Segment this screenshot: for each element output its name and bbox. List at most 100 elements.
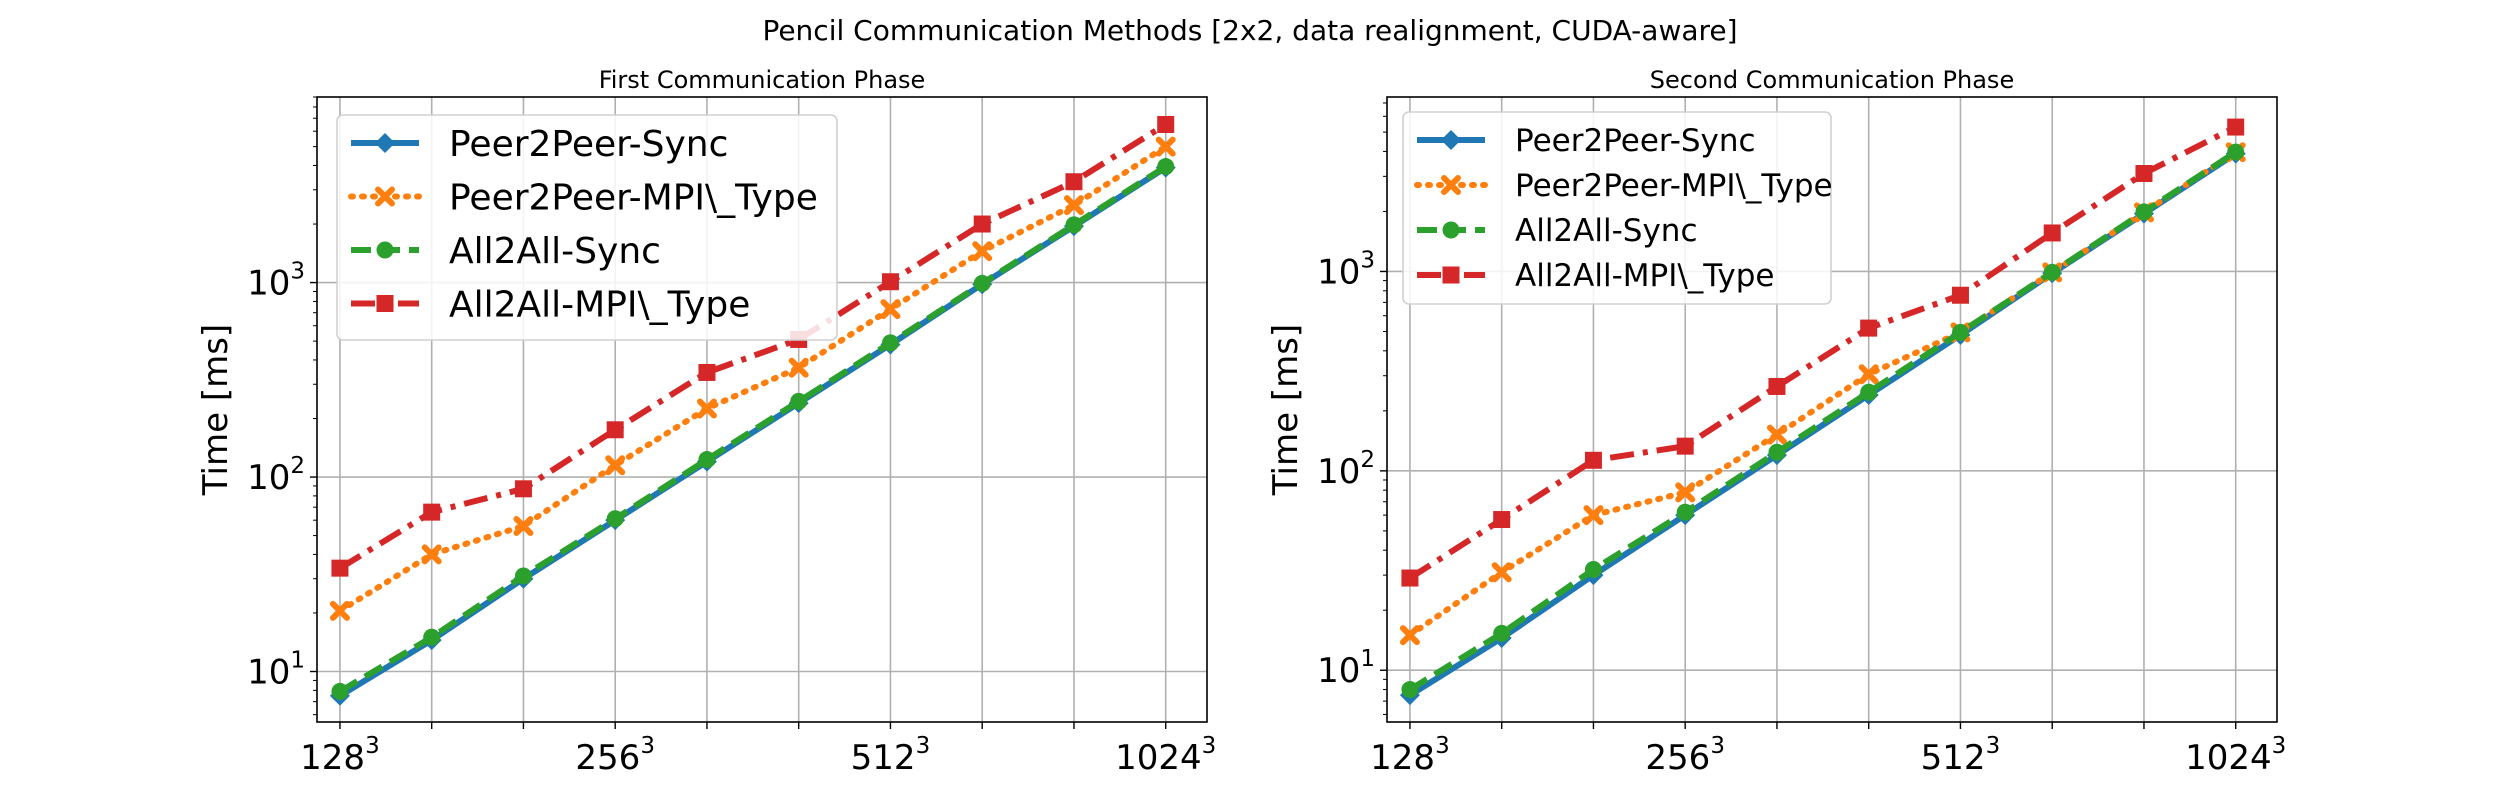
marker-circle	[331, 682, 349, 700]
marker-x	[1399, 625, 1420, 646]
marker-circle	[514, 567, 532, 585]
marker-x	[880, 299, 901, 320]
charts: First Communication Phase 1283 2563 5123 102…	[196, 66, 2286, 778]
marker-square	[331, 559, 349, 577]
y-axis-label: Time [ms]	[196, 324, 236, 496]
marker-circle	[423, 628, 441, 646]
series-line	[338, 121, 1168, 571]
y-axis-label: Time [ms]	[1266, 324, 1306, 496]
marker-circle	[1157, 158, 1175, 176]
marker-square	[514, 480, 532, 498]
marker-circle	[376, 241, 394, 259]
series-line	[1406, 149, 2239, 639]
marker-diamond	[1441, 130, 1461, 150]
marker-x	[1441, 175, 1461, 195]
legend-label: All2All-Sync	[1515, 213, 1698, 249]
marker-square	[2043, 224, 2061, 242]
axes-frame	[316, 96, 1208, 723]
marker-square	[1442, 266, 1460, 284]
marker-x	[513, 516, 534, 537]
series-3	[331, 158, 1175, 700]
marker-circle	[1951, 323, 1969, 341]
marker-circle	[1401, 681, 1419, 699]
x-tick-label: 5123	[851, 733, 931, 778]
series-line	[1408, 149, 2238, 693]
legend-label: All2All-MPI\_Type	[449, 284, 750, 325]
chart-panel-1: First Communication Phase 1283 2563 5123 102…	[196, 66, 1216, 778]
marker-x	[1491, 562, 1512, 583]
x-tick-label: 5123	[1921, 733, 2001, 778]
marker-x	[329, 600, 350, 621]
marker-circle	[790, 392, 808, 410]
chart-subtitle: First Communication Phase	[599, 66, 926, 94]
marker-circle	[1442, 221, 1460, 239]
series-4	[1401, 118, 2245, 587]
marker-circle	[698, 451, 716, 469]
series-3	[1401, 143, 2245, 699]
marker-circle	[1860, 383, 1878, 401]
chart-subtitle: Second Communication Phase	[1650, 66, 2014, 94]
marker-circle	[2135, 203, 2153, 221]
marker-square	[423, 503, 441, 521]
marker-circle	[1768, 443, 1786, 461]
legend-label: All2All-MPI\_Type	[1515, 258, 1775, 294]
marker-x	[972, 241, 993, 262]
marker-square	[376, 295, 394, 312]
y-tick-label: 101	[247, 648, 305, 693]
marker-diamond	[375, 133, 395, 153]
marker-x	[1583, 505, 1604, 526]
legend: Peer2Peer-Sync Peer2Peer-MPI\_Type All2All…	[1402, 111, 1833, 305]
legend-label: Peer2Peer-Sync	[449, 124, 728, 165]
marker-square	[1584, 451, 1602, 469]
series-line	[338, 164, 1168, 695]
marker-square	[1860, 319, 1878, 337]
marker-square	[1493, 511, 1511, 529]
marker-square	[1401, 569, 1419, 587]
marker-x	[421, 544, 442, 565]
marker-x	[605, 455, 626, 476]
marker-square	[973, 215, 991, 233]
marker-circle	[2043, 263, 2061, 281]
y-tick-label: 103	[1317, 247, 1375, 292]
marker-square	[698, 363, 716, 381]
marker-circle	[2227, 143, 2245, 161]
series-line	[336, 143, 1169, 614]
marker-square	[1768, 377, 1786, 395]
series-4	[331, 115, 1175, 577]
marker-square	[881, 273, 899, 291]
chart-panel-2: Second Communication Phase 1283 2563 5123 10…	[1266, 66, 2286, 778]
x-tick-label: 1283	[300, 733, 380, 778]
series-line	[1408, 124, 2238, 581]
marker-x	[1063, 195, 1084, 216]
x-tick-label: 10243	[1115, 733, 1216, 778]
x-tick-label: 2563	[1645, 733, 1725, 778]
marker-x	[1155, 136, 1176, 157]
x-tick-label: 2563	[575, 733, 655, 778]
marker-circle	[973, 274, 991, 292]
y-tick-label: 102	[247, 453, 305, 498]
legend-box	[336, 114, 838, 341]
x-tick-label: 1283	[1370, 733, 1450, 778]
legend-label: Peer2Peer-MPI\_Type	[449, 177, 818, 218]
marker-square	[606, 421, 624, 439]
legend-box	[1402, 111, 1832, 305]
y-tick-label: 103	[247, 259, 305, 304]
marker-square	[1065, 173, 1083, 191]
marker-circle	[1065, 216, 1083, 234]
axes-frame	[1386, 96, 2278, 723]
x-tick-label: 10243	[2185, 733, 2286, 778]
marker-circle	[1584, 561, 1602, 579]
marker-square	[2135, 165, 2153, 183]
marker-square	[1676, 437, 1694, 455]
marker-x	[1766, 424, 1787, 445]
figure-title: Pencil Communication Methods [2x2, data …	[762, 14, 1737, 47]
marker-x	[788, 357, 809, 378]
marker-x	[696, 398, 717, 419]
legend-label: Peer2Peer-Sync	[1515, 123, 1756, 159]
legend-label: Peer2Peer-MPI\_Type	[1515, 168, 1833, 204]
marker-x	[375, 186, 395, 207]
legend-label: All2All-Sync	[449, 231, 661, 272]
marker-circle	[1676, 503, 1694, 521]
y-tick-label: 101	[1317, 646, 1375, 691]
